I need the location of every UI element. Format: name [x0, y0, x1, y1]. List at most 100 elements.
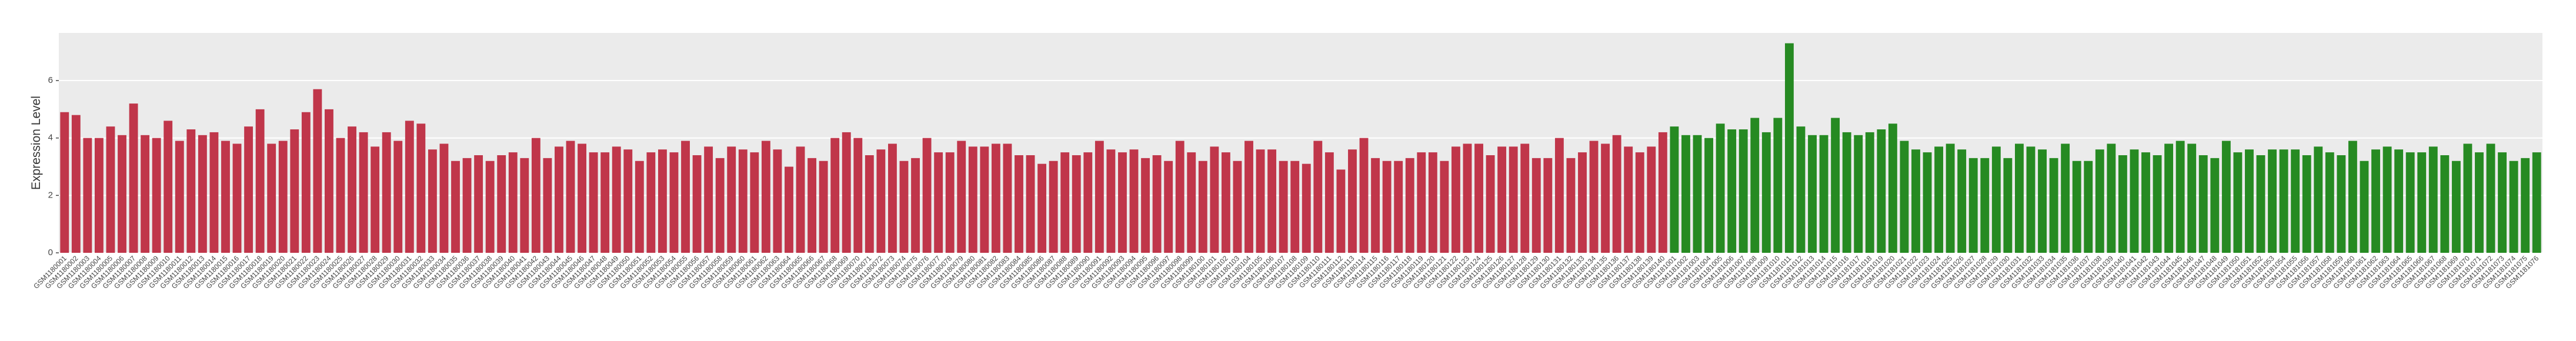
bar — [474, 155, 483, 253]
bar — [1554, 138, 1564, 253]
bar — [2337, 155, 2346, 253]
bar — [819, 161, 828, 253]
bar — [991, 143, 1000, 253]
bar — [1957, 149, 1967, 253]
bar — [336, 138, 345, 253]
bar — [1934, 146, 1944, 253]
bar — [175, 141, 184, 253]
bar — [2383, 146, 2392, 253]
bar — [1083, 152, 1093, 253]
bar — [1003, 143, 1012, 253]
bar — [1819, 135, 1828, 253]
bar — [2038, 149, 2047, 253]
bar — [1888, 123, 1897, 253]
bar — [1141, 158, 1150, 253]
bar — [313, 89, 322, 253]
bar — [198, 135, 207, 253]
bar — [1531, 158, 1541, 253]
bar — [807, 158, 817, 253]
bar — [669, 152, 679, 253]
plot-panel — [59, 33, 2542, 253]
bar — [244, 126, 253, 253]
bar — [2348, 141, 2357, 253]
bar — [1359, 138, 1369, 253]
bar — [118, 135, 126, 253]
bar — [612, 146, 621, 253]
bar — [428, 149, 437, 253]
bar — [290, 129, 299, 253]
bar — [704, 146, 713, 253]
bar — [2428, 146, 2438, 253]
bar — [2486, 143, 2495, 253]
bar — [1750, 118, 1760, 253]
bar — [738, 149, 748, 253]
bar — [497, 155, 506, 253]
bar — [1060, 152, 1070, 253]
bar — [2084, 161, 2093, 253]
bar — [1233, 161, 1242, 253]
bar — [2360, 161, 2369, 253]
bar — [416, 123, 426, 253]
bar — [796, 146, 805, 253]
bar — [531, 138, 540, 253]
bar — [623, 149, 633, 253]
bar — [555, 146, 563, 253]
bar — [1187, 152, 1196, 253]
bar — [1440, 161, 1449, 253]
bar — [2233, 152, 2243, 253]
bar — [1175, 141, 1184, 253]
bar — [1348, 149, 1357, 253]
bar — [2210, 158, 2220, 253]
bar — [451, 161, 460, 253]
bar — [2394, 149, 2404, 253]
bar — [715, 158, 725, 253]
bar — [1336, 169, 1346, 253]
bar — [301, 112, 311, 253]
bar — [658, 149, 667, 253]
bar — [1221, 152, 1230, 253]
bar — [2279, 149, 2288, 253]
bar — [1704, 138, 1713, 253]
bar — [1658, 132, 1667, 253]
bar — [1474, 143, 1483, 253]
bar — [2107, 143, 2116, 253]
bar — [1072, 155, 1081, 253]
bar — [2061, 143, 2070, 253]
bar — [1026, 155, 1035, 253]
y-tick-label: 2 — [48, 190, 53, 200]
bar — [1106, 149, 1116, 253]
bar — [2268, 149, 2277, 253]
bar — [2118, 155, 2127, 253]
bar — [2417, 152, 2427, 253]
bar — [2314, 146, 2323, 253]
bar — [348, 126, 356, 253]
bar — [382, 132, 391, 253]
bar — [1773, 118, 1783, 253]
bar — [152, 138, 161, 253]
bar — [1946, 143, 1955, 253]
bar — [2405, 152, 2415, 253]
bar — [2153, 155, 2162, 253]
bar — [2475, 152, 2484, 253]
bar — [2164, 143, 2174, 253]
bar — [1693, 135, 1702, 253]
bar — [462, 158, 472, 253]
bar — [2049, 158, 2058, 253]
bar — [2175, 141, 2185, 253]
bar — [1118, 152, 1127, 253]
bar — [1761, 132, 1771, 253]
bar — [1394, 161, 1403, 253]
bar — [727, 146, 736, 253]
bar — [922, 138, 932, 253]
bar — [2532, 152, 2541, 253]
bar — [94, 138, 104, 253]
bar — [899, 161, 909, 253]
bar — [1624, 146, 1633, 253]
bar — [1497, 146, 1507, 253]
bar — [635, 161, 644, 253]
bar — [865, 155, 874, 253]
bar — [945, 152, 955, 253]
bar — [1635, 152, 1644, 253]
